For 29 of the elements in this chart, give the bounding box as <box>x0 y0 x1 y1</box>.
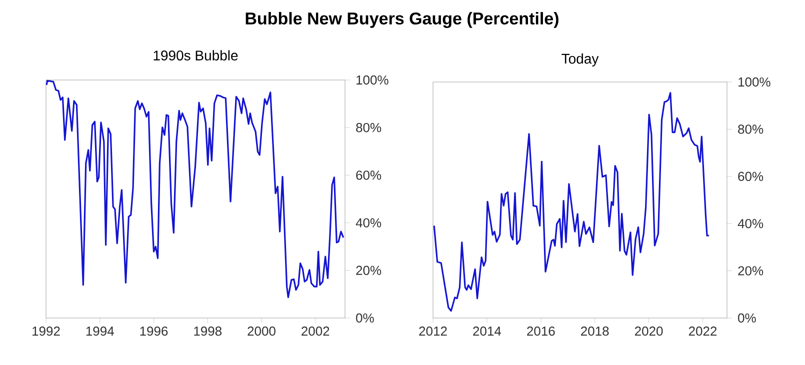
y-tick-label: 40% <box>738 218 764 228</box>
x-tick-label: 2020 <box>634 326 663 336</box>
x-tick-label: 1998 <box>194 326 222 336</box>
chart-title: Today <box>562 53 599 66</box>
x-tick-label: 2002 <box>302 326 330 336</box>
x-tick-label: 2000 <box>248 326 276 336</box>
y-tick-label: 0% <box>356 313 374 323</box>
x-tick-label: 2012 <box>419 326 447 336</box>
chart-subtitle: 1990s Bubble <box>154 50 238 60</box>
y-tick-label: 80% <box>738 124 764 134</box>
y-tick-label: 0% <box>738 313 756 323</box>
y-tick-label: 80% <box>356 122 382 132</box>
y-tick-label: 20% <box>738 266 764 276</box>
line-series <box>46 80 344 298</box>
x-tick-label: 2018 <box>581 326 609 336</box>
y-tick-label: 40% <box>356 218 382 228</box>
x-tick-label: 2016 <box>527 326 555 336</box>
x-tick-label: 1994 <box>86 326 114 336</box>
y-tick-label: 100% <box>738 77 770 87</box>
y-tick-label: 60% <box>356 170 382 180</box>
x-tick-label: 2022 <box>688 326 717 336</box>
y-tick-label: 20% <box>356 266 382 275</box>
y-tick-label: 100% <box>356 75 388 85</box>
x-tick-label: 1992 <box>32 326 60 336</box>
x-tick-label: 1996 <box>140 326 168 336</box>
text: Bubble New Buyers Gauge (Percentile) <box>246 12 558 28</box>
line-series <box>433 92 710 312</box>
x-tick-label: 2014 <box>473 326 502 336</box>
y-tick-label: 60% <box>738 172 764 181</box>
